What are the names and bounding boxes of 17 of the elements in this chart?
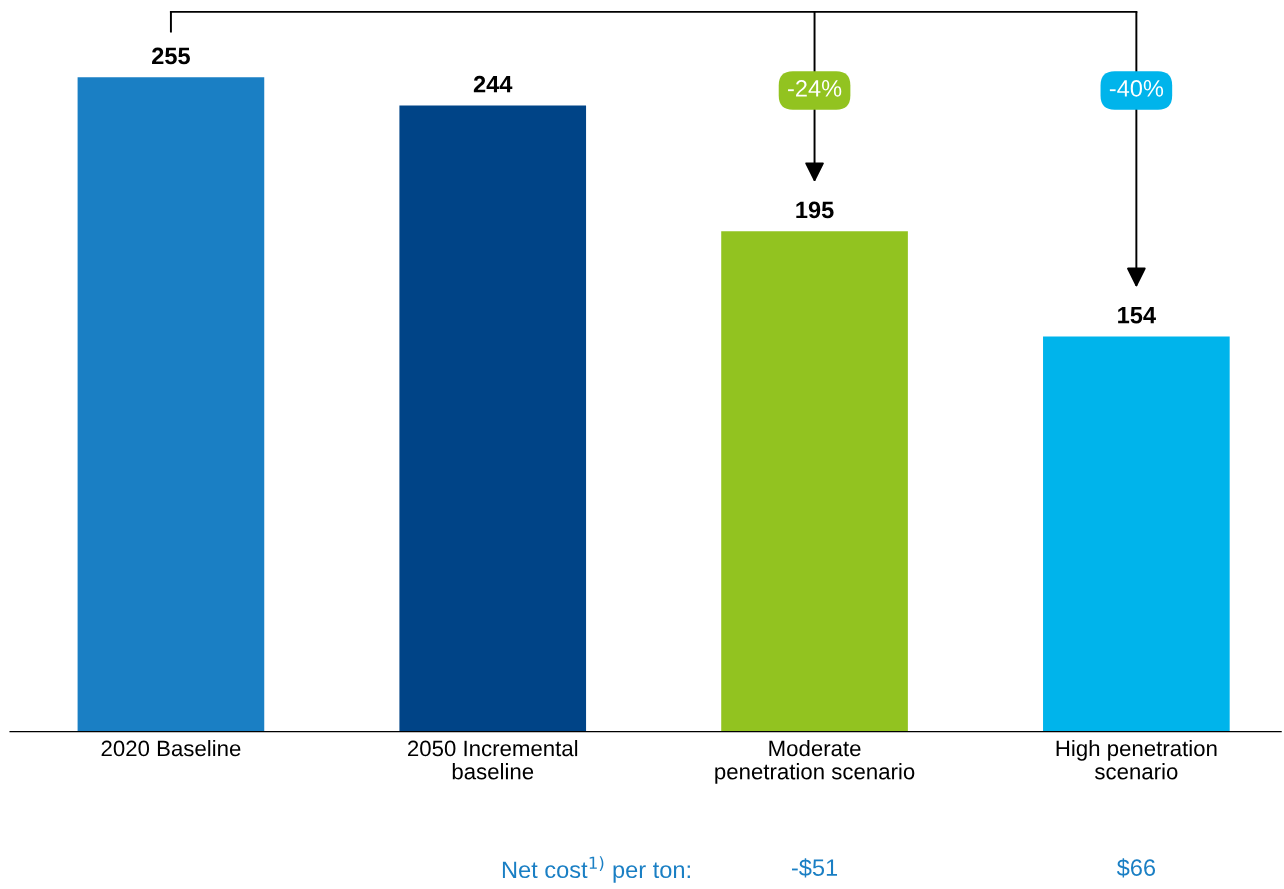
bar <box>1043 336 1230 732</box>
text: $66 <box>1116 858 1156 878</box>
bar <box>721 231 908 732</box>
x-tick-label: High penetration scenario <box>1056 739 1217 780</box>
x-tick-label: 2020 Baseline <box>101 739 241 757</box>
text: -$51 <box>791 858 838 878</box>
annotation: -24% <box>788 80 842 97</box>
x-tick-label: 2050 Incremental baseline <box>408 739 578 780</box>
data-label: 244 <box>473 75 513 93</box>
bar <box>399 105 587 732</box>
data-label: 195 <box>796 201 834 219</box>
text: Net cost$^{1)}$ per ton: <box>502 856 690 883</box>
data-label: 154 <box>1118 307 1156 324</box>
x-tick-label: Moderate penetration scenario <box>715 739 915 784</box>
bar <box>77 77 265 732</box>
data-label: 255 <box>152 47 190 65</box>
annotation: -40% <box>1109 80 1164 97</box>
